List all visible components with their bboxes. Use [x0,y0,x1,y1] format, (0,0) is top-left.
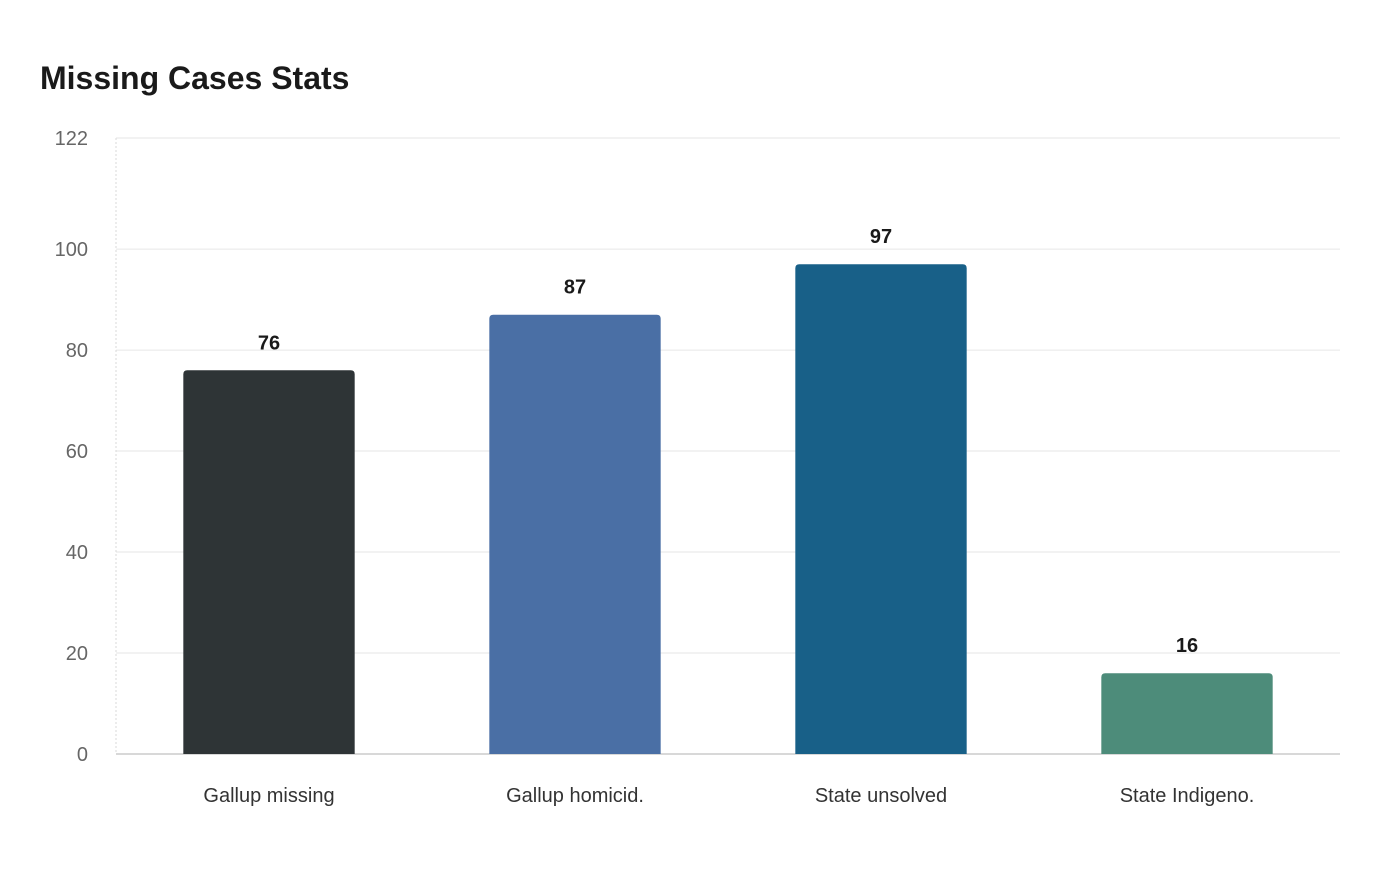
y-tick-label: 0 [77,744,88,766]
bar [1101,673,1273,754]
x-tick-label: State unsolved [815,785,947,807]
bar [795,264,967,754]
data-label: 97 [870,226,892,248]
data-label: 87 [564,277,586,299]
chart-title: Missing Cases Stats [40,60,350,96]
y-tick-label: 20 [66,643,88,665]
bars [183,264,1273,754]
y-tick-label: 60 [66,441,88,463]
y-tick-label: 100 [55,239,88,261]
x-tick-label: Gallup missing [203,785,334,807]
y-tick-label: 40 [66,542,88,564]
labels: 0 20 40 60 80 100 122 76 Gallup missing 87 Gallup … [55,128,1255,807]
y-tick-label: 122 [55,128,88,150]
data-label: 16 [1176,635,1198,657]
x-tick-label: State Indigeno. [1120,785,1255,807]
y-tick-label: 80 [66,340,88,362]
x-tick-label: Gallup homicid. [506,785,644,807]
bar [183,370,355,754]
bar [489,314,661,754]
data-label: 76 [258,332,280,354]
